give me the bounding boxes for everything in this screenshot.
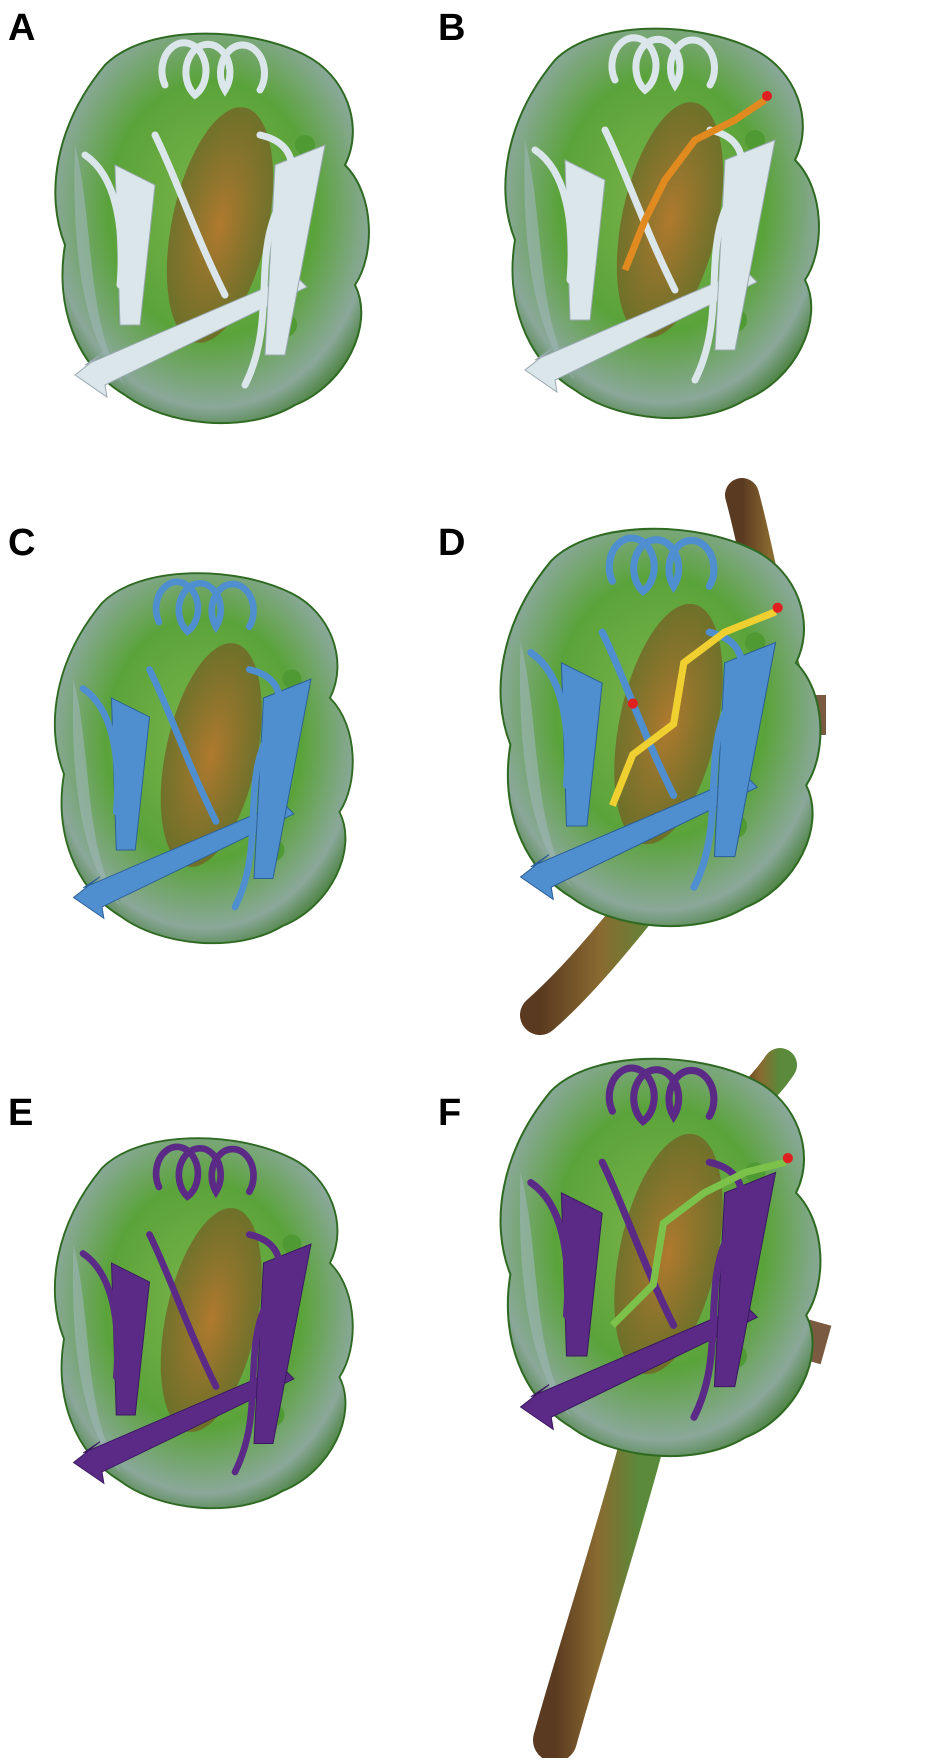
panel-b	[505, 29, 819, 418]
panel-a	[55, 34, 369, 423]
panel-label: F	[438, 1092, 461, 1134]
panel-c	[55, 573, 353, 943]
panel-label: C	[8, 522, 35, 564]
panel-e	[55, 1138, 353, 1508]
panel-label: E	[8, 1092, 33, 1134]
panel-label: D	[438, 522, 465, 564]
panel-d	[501, 529, 821, 926]
panel-label: B	[438, 7, 465, 49]
panel-label: A	[8, 7, 35, 49]
panel-f	[501, 1059, 821, 1456]
figure: A B C D E F	[0, 0, 926, 1758]
